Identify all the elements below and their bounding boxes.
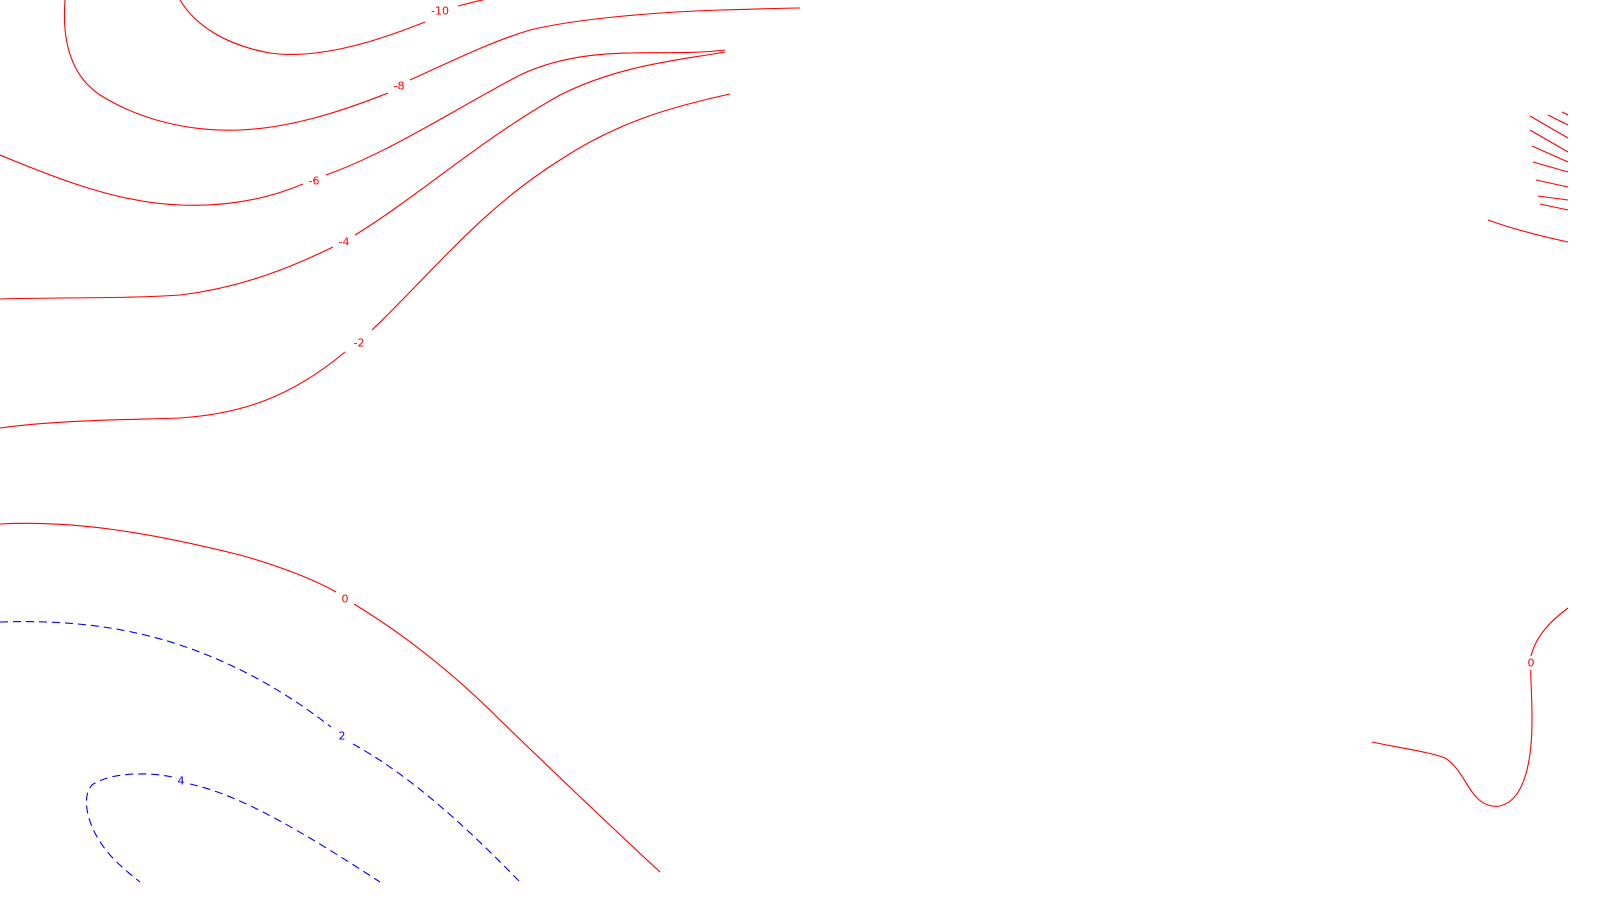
contour-label-minus-4: -4 [339, 236, 350, 249]
contour-label-plus-4: 4 [178, 775, 185, 788]
contour-group-plus-4: 4 [85, 773, 381, 883]
contour-group-minus-8: -8 [63, 0, 801, 131]
contour-line-minus-6 [0, 49, 726, 206]
contour-group-minus-6: -6 [0, 49, 726, 206]
contour-group-zero-left: 0 [0, 522, 661, 873]
contour-label-minus-8: -8 [394, 80, 405, 93]
contour-label-minus-6: -6 [309, 175, 320, 188]
contour-group-minus-10: -10 [179, 0, 485, 55]
contour-line-zero-right [1371, 607, 1569, 807]
contour-line-edge [1487, 111, 1569, 243]
contour-line-plus-2 [0, 621, 521, 883]
contour-cluster-right-edge [1487, 111, 1569, 243]
contour-line-minus-2 [0, 93, 731, 429]
contour-label-minus-10: -10 [431, 5, 449, 18]
contour-label-minus-2: -2 [354, 337, 365, 350]
contour-group-plus-2: 2 [0, 621, 521, 883]
contour-label-zero-right: 0 [1528, 657, 1535, 670]
contour-group-minus-2: -2 [0, 93, 731, 429]
contour-group-zero-right: 0 [1371, 607, 1569, 807]
contour-line-minus-8 [63, 0, 801, 131]
contour-line-zero-left [0, 522, 661, 873]
contour-line-minus-10 [179, 0, 485, 55]
contour-label-zero-left: 0 [342, 593, 349, 606]
contour-label-plus-2: 2 [339, 730, 346, 743]
contour-line-minus-4 [0, 51, 726, 300]
contour-group-minus-4: -4 [0, 51, 726, 300]
contour-line-plus-4 [85, 773, 381, 883]
